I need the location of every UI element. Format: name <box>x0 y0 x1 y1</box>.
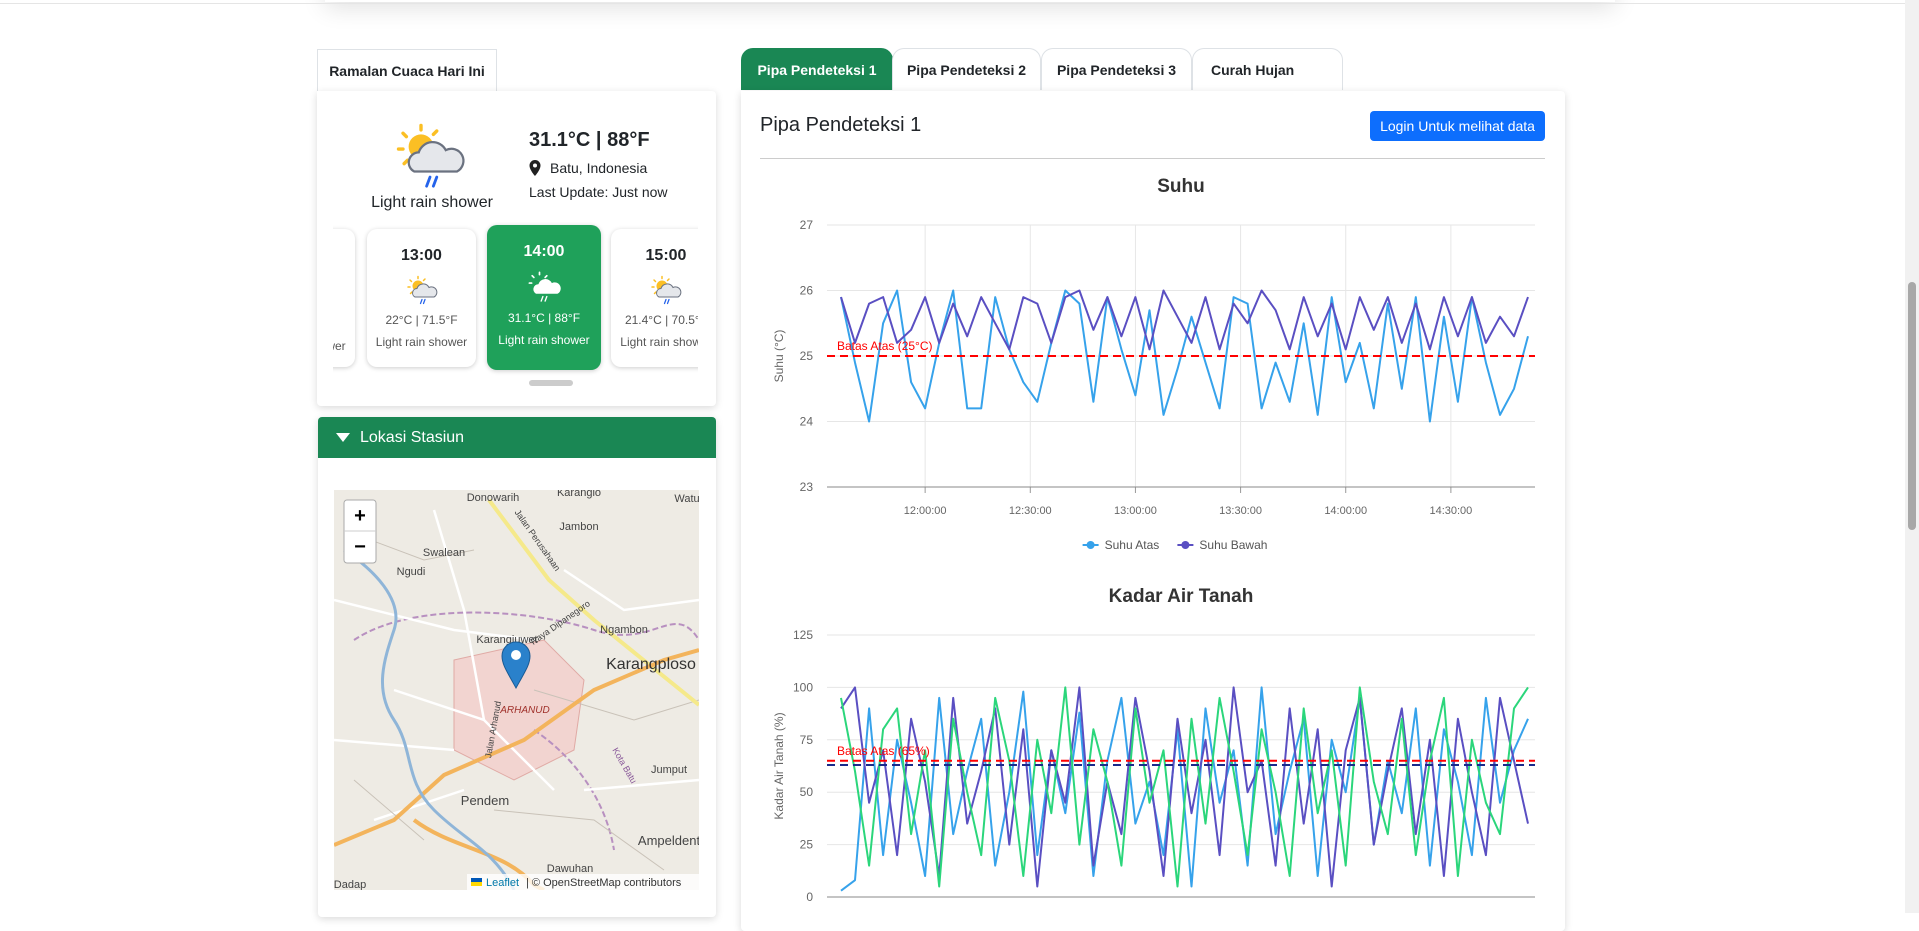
series-line <box>840 686 1529 888</box>
hourly-condition: Light rain shower <box>498 333 590 347</box>
legend-marker <box>1086 541 1095 549</box>
map-label: Dadap <box>334 879 366 890</box>
tab-label: Curah Hujan <box>1211 61 1295 78</box>
x-tick-label: 14:30:00 <box>1429 505 1472 517</box>
map-label: ARHANUD <box>499 705 549 716</box>
y-tick-label: 0 <box>806 890 813 904</box>
hourly-condition: Light rain shower <box>333 339 346 353</box>
map-label: Karangjuwet <box>476 634 537 646</box>
station-header[interactable]: Lokasi Stasiun <box>318 417 716 458</box>
tab-active[interactable]: Pipa Pendeteksi 1 <box>741 48 893 90</box>
series-line <box>840 686 1529 888</box>
charts: Suhu Suhu (°C) 23 24 25 26 27 12:00:00 12:30:00 1… <box>772 176 1535 904</box>
map[interactable]: Donowarih Karanglo Watu Jambon Swalean N… <box>334 490 699 890</box>
hourly-temp: 31.1°C | 88°F <box>507 311 581 325</box>
y-tick-label: 75 <box>800 733 814 747</box>
map-label: Karangploso <box>606 656 696 673</box>
station-title: Lokasi Stasiun <box>360 428 465 446</box>
weather-last-update: Last Update: Just now <box>529 184 668 200</box>
weather-temperature: 31.1°C | 88°F <box>529 129 650 151</box>
scrollbar <box>1905 0 1919 913</box>
map-label: Donowarih <box>467 492 520 504</box>
y-axis-label: Suhu (°C) <box>772 330 786 383</box>
y-tick-label: 24 <box>800 415 814 429</box>
y-tick-label: 25 <box>800 838 814 852</box>
legend-label: Suhu Atas <box>1105 538 1160 552</box>
leaflet-link[interactable]: Leaflet <box>486 877 519 889</box>
y-tick-label: 23 <box>800 480 814 494</box>
hourly-time: 14:00 <box>523 243 565 260</box>
hourly-temp: 22°C | 71.5°F <box>385 313 458 327</box>
map-label: Watu <box>674 493 699 505</box>
hourly-icon <box>526 269 562 305</box>
map-label: Karanglo <box>557 490 601 499</box>
y-axis-label: Kadar Air Tanah (%) <box>772 712 786 819</box>
map-label: Pendem <box>461 793 509 808</box>
map-label: Ngambon <box>600 624 648 636</box>
top-line <box>0 3 1905 4</box>
x-tick-label: 14:00:00 <box>1324 505 1367 517</box>
x-tick-label: 12:00:00 <box>904 505 947 517</box>
divider <box>760 158 1545 159</box>
scroll-indicator[interactable] <box>529 380 573 386</box>
weather-tab-label: Ramalan Cuaca Hari Ini <box>329 62 485 79</box>
legend-label: Suhu Bawah <box>1199 538 1267 552</box>
y-tick-label: 27 <box>800 218 814 232</box>
attribution: | © OpenStreetMap contributors <box>526 877 682 889</box>
map-label: Jambon <box>559 521 598 533</box>
login-button[interactable]: Login Untuk melihat data <box>1370 111 1545 141</box>
y-tick-label: 100 <box>793 680 813 694</box>
hourly-time: 15:00 <box>645 247 687 264</box>
tab-label: Pipa Pendeteksi 3 <box>1056 61 1177 78</box>
map-marker[interactable] <box>501 641 531 690</box>
hourly-time: 13:00 <box>401 247 442 264</box>
zoom-in[interactable]: + <box>354 505 366 527</box>
tab[interactable]: Curah Hujan <box>1192 48 1343 90</box>
chart-title: Kadar Air Tanah <box>1109 586 1254 607</box>
hourly-strip: Light rain shower 13:00 22°C | 71.5°F Li… <box>333 222 698 377</box>
tab-label: Pipa Pendeteksi 1 <box>757 61 877 78</box>
chart-title: Suhu <box>1157 176 1205 197</box>
hourly-condition: Light rain shower <box>375 335 468 349</box>
tab-label: Pipa Pendeteksi 2 <box>906 61 1027 78</box>
zoom-out[interactable]: − <box>354 536 366 558</box>
legend-marker <box>1181 541 1190 549</box>
map-label: Dawuhan <box>547 863 593 875</box>
weather-tab[interactable]: Ramalan Cuaca Hari Ini <box>317 49 497 91</box>
weather-icon <box>394 122 466 194</box>
panel-title: Pipa Pendeteksi 1 <box>760 114 922 136</box>
map-label: Swalean <box>423 547 465 559</box>
hourly-condition: Light rain shower <box>620 335 698 349</box>
hourly-card[interactable]: 15:00 21.4°C | 70.5°F Light rain shower <box>611 229 698 367</box>
weather-condition: Light rain shower <box>371 194 493 211</box>
y-tick-label: 50 <box>800 785 814 799</box>
scroll-thumb[interactable] <box>1908 282 1916 530</box>
map-label: Jumput <box>651 764 687 776</box>
weather-location: Batu, Indonesia <box>550 160 648 176</box>
location-pin <box>529 160 541 176</box>
caret <box>336 432 350 442</box>
tab[interactable]: Pipa Pendeteksi 3 <box>1041 48 1192 90</box>
weather-card: Light rain shower 31.1°C | 88°F Batu, In… <box>317 91 716 406</box>
hourly-card[interactable]: 13:00 22°C | 71.5°F Light rain shower <box>367 229 476 367</box>
hourly-icon <box>650 275 682 307</box>
tab[interactable]: Pipa Pendeteksi 2 <box>892 48 1041 90</box>
series-line <box>840 289 1529 351</box>
x-tick-label: 13:30:00 <box>1219 505 1262 517</box>
y-tick-label: 25 <box>800 349 814 363</box>
hourly-temp: 21.4°C | 70.5°F <box>624 313 698 327</box>
hourly-card[interactable]: Light rain shower <box>333 229 355 367</box>
hourly-card-active[interactable]: 14:00 31.1°C | 88°F Light rain shower <box>487 225 601 370</box>
y-tick-label: 26 <box>800 284 814 298</box>
threshold-label: Batas Atas (65%) <box>837 744 930 758</box>
threshold-label: Batas Atas (25°C) <box>837 339 933 353</box>
map-label: Ngudi <box>397 566 426 578</box>
map-label: Ampeldent <box>638 833 699 848</box>
x-tick-label: 13:00:00 <box>1114 505 1157 517</box>
y-tick-label: 125 <box>793 628 813 642</box>
x-tick-label: 12:30:00 <box>1009 505 1052 517</box>
header-shadow <box>325 0 1615 2</box>
hourly-icon <box>406 275 438 307</box>
